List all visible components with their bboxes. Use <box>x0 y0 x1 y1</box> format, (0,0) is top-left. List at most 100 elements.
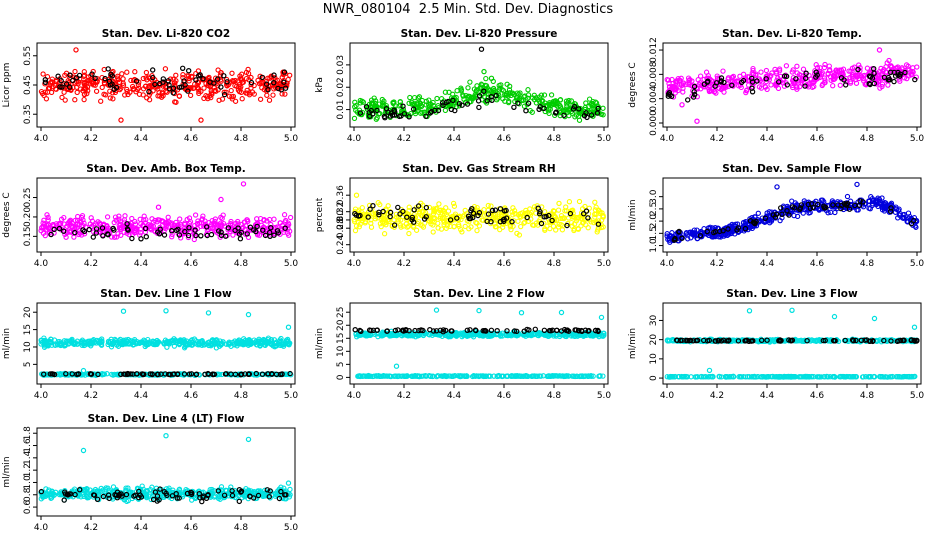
data-point <box>750 67 756 74</box>
data-point <box>230 232 236 238</box>
data-point <box>589 103 596 109</box>
data-point <box>695 77 701 83</box>
data-point <box>125 91 131 98</box>
data-point <box>221 73 227 79</box>
data-point <box>697 73 704 79</box>
data-point <box>372 98 379 104</box>
data-point <box>212 87 218 94</box>
data-point <box>363 103 370 110</box>
data-point <box>588 112 595 118</box>
data-point <box>691 83 698 90</box>
data-point <box>91 229 97 235</box>
data-point <box>91 222 97 228</box>
y-tick-label: 25 <box>336 306 346 317</box>
outlier-point <box>73 47 79 53</box>
data-point <box>558 213 565 219</box>
data-point <box>794 63 800 69</box>
data-point <box>571 227 577 234</box>
data-point <box>887 63 894 70</box>
data-point <box>716 85 722 91</box>
data-point <box>576 106 582 112</box>
data-point <box>576 198 583 205</box>
data-point <box>440 207 446 214</box>
data-point <box>853 80 860 86</box>
data-point <box>375 215 381 221</box>
data-point <box>451 203 458 209</box>
data-point <box>90 234 97 240</box>
x-tick-label: 4.6 <box>497 259 512 269</box>
data-point <box>225 225 231 231</box>
data-point <box>776 68 783 74</box>
data-point <box>268 73 274 79</box>
data-point <box>706 88 713 95</box>
data-point <box>277 220 284 226</box>
data-point <box>488 203 494 209</box>
outlier-point <box>518 310 525 316</box>
data-point <box>912 76 918 83</box>
data-point <box>67 72 73 78</box>
data-point <box>559 215 565 222</box>
data-point <box>41 217 47 223</box>
data-point <box>42 232 48 239</box>
data-point <box>232 77 238 84</box>
data-point <box>575 226 582 232</box>
data-point <box>228 87 234 94</box>
y-tick-label: 0.008 <box>649 61 659 87</box>
data-point <box>133 78 140 84</box>
data-point <box>142 220 149 226</box>
data-point <box>149 67 156 73</box>
data-point <box>195 85 202 92</box>
data-point <box>553 227 559 233</box>
data-point <box>665 77 672 83</box>
data-point <box>104 214 111 220</box>
data-point <box>665 93 672 99</box>
plot-frame <box>36 177 296 253</box>
data-point <box>685 75 692 81</box>
x-tick-label: 4.6 <box>184 134 199 144</box>
outlier-point <box>488 75 495 82</box>
chart-title: Stan. Dev. Amb. Box Temp. <box>86 163 245 175</box>
data-point <box>368 101 375 107</box>
data-point <box>720 68 726 74</box>
data-point <box>271 216 277 222</box>
data-point <box>427 110 434 116</box>
data-point <box>808 76 814 82</box>
data-point <box>106 78 113 84</box>
data-point <box>175 226 181 232</box>
data-point <box>58 77 64 84</box>
data-point <box>124 69 130 75</box>
data-point <box>143 216 149 223</box>
data-point <box>397 222 404 228</box>
chart-title: Stan. Dev. Line 3 Flow <box>726 288 858 300</box>
data-point <box>467 79 473 85</box>
data-point <box>81 69 87 75</box>
data-point <box>80 227 86 233</box>
data-point <box>232 98 239 104</box>
data-point <box>46 224 52 231</box>
data-point <box>282 85 289 91</box>
outlier-point <box>120 308 127 314</box>
y-tick-label: 0.36 <box>336 185 346 205</box>
data-point <box>57 84 63 90</box>
data-point <box>859 74 865 80</box>
data-point <box>176 84 183 91</box>
data-point <box>229 78 236 84</box>
data-point <box>855 72 861 78</box>
data-point <box>876 68 883 75</box>
data-point <box>674 78 680 84</box>
data-point <box>165 224 172 230</box>
data-point <box>147 226 154 232</box>
y-tick-label: 0.25 <box>23 188 33 208</box>
data-point <box>541 105 547 112</box>
x-tick-label: 4.8 <box>234 259 249 269</box>
data-point <box>185 67 192 74</box>
data-point <box>374 107 380 114</box>
x-tick-label: 4.2 <box>397 391 411 401</box>
data-point <box>93 88 100 94</box>
data-point <box>426 104 432 110</box>
x-tick-label: 4.6 <box>184 391 199 401</box>
data-point <box>130 224 136 231</box>
data-point <box>130 77 137 84</box>
y-tick-label: 15 <box>23 324 33 335</box>
